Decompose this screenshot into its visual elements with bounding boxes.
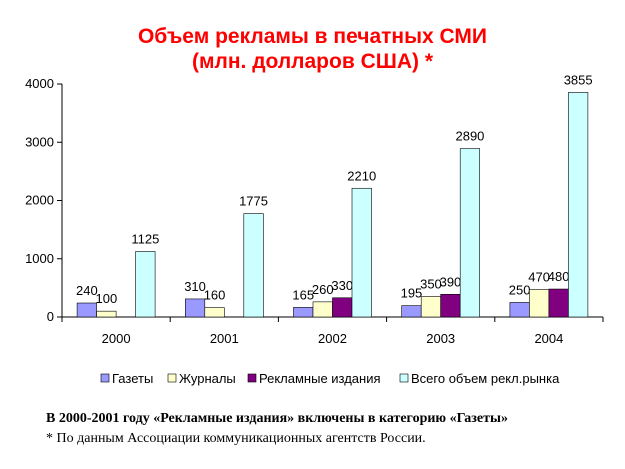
y-tick-label: 4000	[25, 76, 54, 91]
data-label: 195	[401, 286, 423, 301]
legend-swatch	[399, 373, 409, 383]
data-label: 100	[95, 291, 117, 306]
bar	[293, 307, 314, 318]
legend-swatch	[167, 373, 177, 383]
bar	[351, 187, 372, 318]
footnotes: В 2000-2001 году «Рекламные издания» вкл…	[46, 409, 508, 449]
data-label: 1125	[131, 231, 159, 246]
x-tick-label: 2003	[426, 331, 455, 346]
data-label: 160	[204, 288, 226, 303]
chart-subtitle: (млн. долларов США) *	[191, 50, 434, 73]
legend-label: Рекламные издания	[259, 371, 381, 386]
bar	[440, 293, 461, 318]
y-tick-label: 1000	[25, 251, 54, 266]
legend-swatch	[247, 373, 257, 383]
bar	[459, 148, 481, 318]
data-label: 330	[331, 278, 353, 293]
data-label: 2210	[347, 168, 376, 183]
y-tick-label: 3000	[25, 134, 54, 149]
data-label: 350	[420, 277, 442, 292]
data-label: 165	[292, 287, 314, 302]
bar	[76, 302, 97, 318]
x-tick-label: 2001	[210, 331, 239, 346]
data-label: 250	[509, 282, 531, 297]
bar	[243, 213, 264, 318]
bar	[401, 305, 422, 318]
bar	[332, 297, 353, 318]
data-label: 240	[76, 283, 98, 298]
x-tick-label: 2004	[534, 331, 563, 346]
bar	[135, 251, 156, 318]
legend-label: Журналы	[179, 371, 236, 386]
bar	[204, 307, 225, 318]
legend-label: Газеты	[112, 371, 153, 386]
x-tick-label: 2000	[102, 331, 131, 346]
bar	[312, 301, 333, 318]
data-label: 390	[440, 274, 462, 289]
bar	[96, 310, 117, 318]
bar	[420, 296, 442, 318]
data-label: 470	[528, 270, 550, 285]
data-label: 1775	[239, 194, 268, 209]
data-label: 260	[312, 282, 334, 297]
legend-label: Всего объем рекл.рынка	[411, 371, 560, 386]
bar	[548, 288, 569, 318]
chart-title-block: Объем рекламы в печатных СМИ (млн. долла…	[0, 24, 625, 74]
y-tick-label: 2000	[25, 193, 54, 208]
bar	[529, 289, 550, 318]
x-tick-label: 2002	[318, 331, 347, 346]
legend-swatch	[100, 373, 110, 383]
bar	[568, 92, 589, 318]
footnote-categories: В 2000-2001 году «Рекламные издания» вкл…	[46, 411, 508, 426]
data-label: 3855	[564, 72, 593, 87]
chart-title: Объем рекламы в печатных СМИ	[137, 25, 488, 48]
data-label: 2890	[455, 129, 484, 144]
bar	[185, 298, 206, 318]
footnote-source: * По данным Ассоциации коммуникационных …	[46, 431, 426, 446]
y-tick-label: 0	[47, 309, 54, 324]
bar	[509, 302, 530, 318]
bar-chart: 0 1000 2000 3000 4000 2000 2001 2002 2003 2004 240…	[25, 72, 604, 386]
data-label: 480	[548, 269, 570, 284]
data-label: 310	[184, 279, 206, 294]
